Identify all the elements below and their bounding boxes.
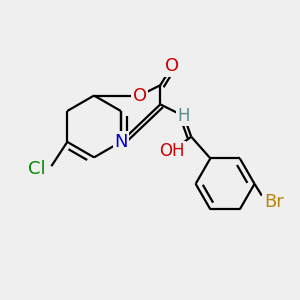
Text: H: H <box>178 107 190 125</box>
Text: O: O <box>165 57 179 75</box>
Text: OH: OH <box>159 142 185 160</box>
Text: Cl: Cl <box>28 160 46 178</box>
Text: Br: Br <box>264 193 284 211</box>
Text: N: N <box>114 133 128 151</box>
Text: O: O <box>133 86 147 104</box>
